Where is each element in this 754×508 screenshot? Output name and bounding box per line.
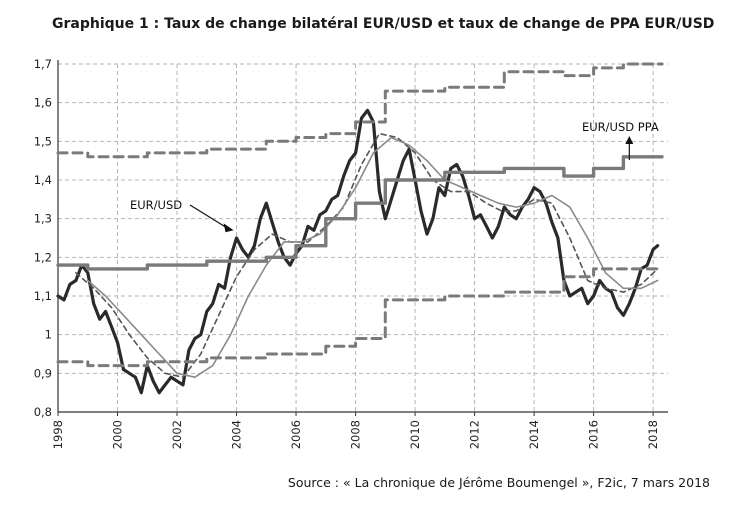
series-lines xyxy=(56,62,664,395)
series-line-eur-usd xyxy=(56,108,660,395)
y-tick-label: 1,6 xyxy=(34,96,52,110)
x-tick-label: 2006 xyxy=(289,420,303,449)
x-tick-label: 2008 xyxy=(349,420,363,449)
annotation-arrow-head-2 xyxy=(625,136,634,144)
x-tick-label: 1998 xyxy=(51,420,65,449)
y-tick-label: 1,2 xyxy=(34,250,52,264)
y-tick-label: 1,3 xyxy=(34,212,52,226)
annotations: EUR/USD EUR/USD PPA xyxy=(130,120,659,233)
series-line-step-dashed-upper xyxy=(56,62,664,159)
y-tick-label: 1 xyxy=(45,328,52,342)
x-tick-label: 2010 xyxy=(408,420,422,449)
y-tick-label: 1,1 xyxy=(34,289,52,303)
series-line-solid-thin-gray xyxy=(87,136,659,378)
x-tick-label: 2014 xyxy=(527,420,541,449)
axes: 0,8 0,9 1 1,1 1,2 1,3 1,4 1,5 1,6 1,7 1998 2000 2002… xyxy=(34,57,668,449)
series-line-step-dashed-lower xyxy=(56,267,664,368)
annotation-arrow-head xyxy=(223,223,234,233)
y-tick-label: 0,8 xyxy=(34,405,52,419)
series-line-ppa xyxy=(56,155,664,271)
x-tick-label: 2012 xyxy=(468,420,482,449)
x-tick-label: 2004 xyxy=(230,420,244,449)
y-tick-label: 0,9 xyxy=(34,366,52,380)
series-line-dashed-thin-dark xyxy=(75,132,659,378)
y-tick-label: 1,7 xyxy=(34,57,52,71)
y-tick-label: 1,5 xyxy=(34,134,52,148)
annotation-eurusd: EUR/USD xyxy=(130,198,182,212)
x-tick-label: 2018 xyxy=(646,420,660,449)
annotation-arrow-line xyxy=(189,204,228,229)
y-tick-label: 1,4 xyxy=(34,173,52,187)
x-tick-label: 2016 xyxy=(587,420,601,449)
annotation-eurusd-ppa: EUR/USD PPA xyxy=(582,120,659,134)
chart-source: Source : « La chronique de Jérôme Boumen… xyxy=(287,475,710,490)
x-tick-label: 2000 xyxy=(111,420,125,449)
chart-title: Graphique 1 : Taux de change bilatéral E… xyxy=(52,16,715,32)
x-tick-label: 2002 xyxy=(170,420,184,449)
